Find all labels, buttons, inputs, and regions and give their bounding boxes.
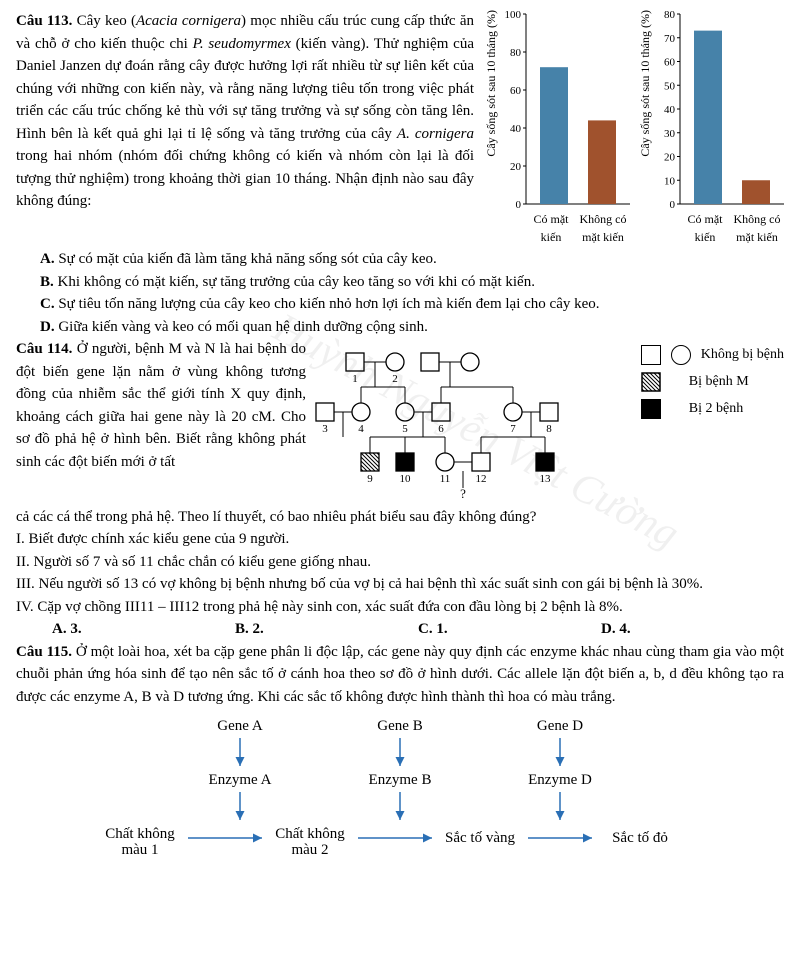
chart2: Cây sống sót sau 10 tháng (%) 0 10 20 30 40 5… bbox=[636, 10, 784, 246]
svg-text:2: 2 bbox=[392, 373, 398, 385]
svg-text:30: 30 bbox=[664, 128, 676, 140]
svg-text:Enzyme D: Enzyme D bbox=[528, 772, 592, 788]
q114-A: A. 3. bbox=[52, 621, 82, 637]
svg-text:9: 9 bbox=[367, 473, 373, 485]
q113-options: A. A. Sự có mặt của kiến đã làm tăng khả… bbox=[16, 248, 784, 338]
chart2-cat1: Không có mặt kiến bbox=[730, 210, 784, 246]
q113-optC: C. Sự tiêu tốn năng lượng của cây keo ch… bbox=[16, 293, 784, 316]
q114-B: B. 2. bbox=[235, 621, 264, 637]
legend-diseaseM-text: Bị bệnh M bbox=[689, 371, 749, 392]
svg-text:1: 1 bbox=[352, 373, 358, 385]
svg-text:7: 7 bbox=[510, 423, 516, 435]
svg-text:Sắc tố đỏ: Sắc tố đỏ bbox=[612, 830, 668, 846]
chart2-svg: 0 10 20 30 40 50 60 70 80 bbox=[654, 10, 784, 210]
q113-optD: D. Giữa kiến vàng và keo có mối quan hệ … bbox=[16, 316, 784, 339]
svg-text:Sắc tố vàng: Sắc tố vàng bbox=[445, 830, 515, 846]
q113-optA: A. A. Sự có mặt của kiến đã làm tăng khả… bbox=[16, 248, 784, 271]
svg-text:50: 50 bbox=[664, 80, 676, 92]
svg-text:100: 100 bbox=[505, 10, 522, 21]
chart2-ylabel: Cây sống sót sau 10 tháng (%) bbox=[636, 10, 654, 157]
q114-stmt-IV: IV. Cặp vợ chồng III11 – III12 trong phả… bbox=[16, 596, 784, 619]
svg-text:13: 13 bbox=[540, 473, 552, 485]
pedigree-legend: Không bị bệnh Bị bệnh M Bị 2 bệnh bbox=[641, 338, 784, 506]
q113-charts: Cây sống sót sau 10 tháng (%) 0 20 40 60 80 1… bbox=[474, 10, 784, 246]
chart1-svg: 0 20 40 60 80 100 bbox=[500, 10, 630, 210]
q113-text: Cây keo (Acacia cornigera) mọc nhiều cấu… bbox=[16, 13, 474, 209]
svg-text:Chất không: Chất không bbox=[275, 826, 345, 842]
svg-text:12: 12 bbox=[476, 473, 487, 485]
svg-text:4: 4 bbox=[358, 423, 364, 435]
chart1-ylabel: Cây sống sót sau 10 tháng (%) bbox=[482, 10, 500, 157]
svg-text:0: 0 bbox=[670, 199, 676, 210]
svg-text:Enzyme B: Enzyme B bbox=[369, 772, 432, 788]
q113: Câu 113. Cây keo (Acacia cornigera) mọc … bbox=[16, 10, 784, 246]
q113-label: Câu 113. bbox=[16, 13, 72, 29]
svg-text:0: 0 bbox=[516, 199, 522, 210]
q114: Câu 114. Ở người, bệnh M và N là hai bện… bbox=[16, 338, 784, 641]
chart1: Cây sống sót sau 10 tháng (%) 0 20 40 60 80 1… bbox=[482, 10, 630, 246]
chart1-cat1: Không có mặt kiến bbox=[576, 210, 630, 246]
q114-stmt-II: II. Người số 7 và số 11 chắc chắn có kiể… bbox=[16, 551, 784, 574]
q114-D: D. 4. bbox=[601, 621, 631, 637]
svg-text:80: 80 bbox=[664, 10, 676, 21]
svg-text:Gene A: Gene A bbox=[217, 718, 263, 734]
svg-text:20: 20 bbox=[510, 161, 522, 173]
svg-text:?: ? bbox=[460, 486, 466, 498]
pedigree-svg: ?12345678910111213 bbox=[306, 338, 586, 498]
q115-diagram: Gene A Gene B Gene D Enzyme A Enzyme B Enzyme… bbox=[16, 714, 784, 872]
q115: Câu 115. Ở một loài hoa, xét ba cặp gene… bbox=[16, 641, 784, 709]
pathway-svg: Gene A Gene B Gene D Enzyme A Enzyme B Enzyme… bbox=[80, 714, 720, 864]
q115-text: Ở một loài hoa, xét ba cặp gene phân li … bbox=[16, 644, 784, 705]
q114-text: Ở người, bệnh M và N là hai bệnh do đột … bbox=[16, 341, 306, 470]
chart2-cat0: Có mặt kiến bbox=[680, 210, 730, 246]
q114-choices: A. 3. B. 2. C. 1. D. 4. bbox=[16, 618, 784, 641]
q113-optB: B. Khi không có mặt kiến, sự tăng trưởng… bbox=[16, 271, 784, 294]
svg-text:60: 60 bbox=[510, 85, 522, 97]
q114-stmt-I: I. Biết được chính xác kiểu gene của 9 n… bbox=[16, 528, 784, 551]
legend-normal-sq bbox=[641, 345, 661, 365]
legend-both-sq bbox=[641, 399, 661, 419]
q114-stmt-III: III. Nếu người số 13 có vợ không bị bệnh… bbox=[16, 573, 784, 596]
q114-C: C. 1. bbox=[418, 621, 448, 637]
svg-text:40: 40 bbox=[664, 104, 676, 116]
legend-both-text: Bị 2 bệnh bbox=[689, 398, 743, 419]
svg-text:Enzyme A: Enzyme A bbox=[209, 772, 272, 788]
svg-text:Gene D: Gene D bbox=[537, 718, 583, 734]
svg-text:80: 80 bbox=[510, 47, 522, 59]
svg-text:màu 2: màu 2 bbox=[291, 842, 328, 858]
q115-label: Câu 115. bbox=[16, 644, 72, 660]
legend-normal-text: Không bị bệnh bbox=[701, 344, 784, 365]
q114-label: Câu 114. bbox=[16, 341, 72, 357]
svg-text:Chất không: Chất không bbox=[105, 826, 175, 842]
svg-text:10: 10 bbox=[400, 473, 412, 485]
svg-text:Gene B: Gene B bbox=[377, 718, 422, 734]
svg-text:6: 6 bbox=[438, 423, 444, 435]
svg-text:màu 1: màu 1 bbox=[121, 842, 158, 858]
svg-text:8: 8 bbox=[546, 423, 552, 435]
svg-text:70: 70 bbox=[664, 33, 676, 45]
legend-normal-ci bbox=[671, 345, 691, 365]
q114-text-cont: cả các cá thể trong phả hệ. Theo lí thuy… bbox=[16, 506, 784, 529]
svg-text:11: 11 bbox=[440, 473, 451, 485]
svg-text:60: 60 bbox=[664, 57, 676, 69]
svg-text:5: 5 bbox=[402, 423, 408, 435]
svg-text:3: 3 bbox=[322, 423, 328, 435]
chart1-cat0: Có mặt kiến bbox=[526, 210, 576, 246]
svg-text:10: 10 bbox=[664, 175, 676, 187]
svg-text:20: 20 bbox=[664, 152, 676, 164]
svg-text:40: 40 bbox=[510, 123, 522, 135]
